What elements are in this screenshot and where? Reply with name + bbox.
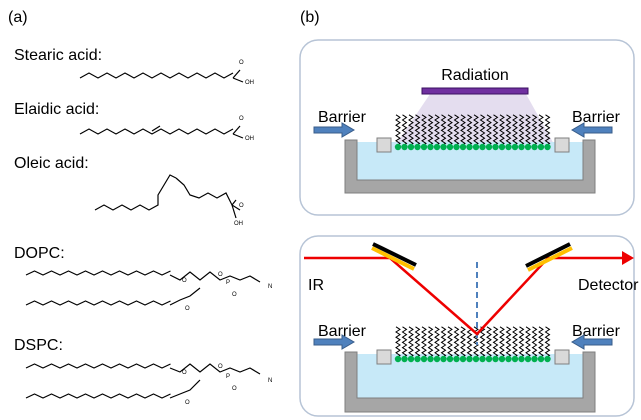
lipid-head: [486, 144, 492, 150]
lipid-head: [486, 356, 492, 362]
radiation-source: [422, 88, 528, 94]
lipid-head: [518, 144, 524, 150]
figure: (a) Stearic acid: Elaidic acid: Oleic ac…: [0, 0, 641, 420]
lipid-head: [414, 356, 420, 362]
lipid-head: [538, 356, 544, 362]
lipid-head: [427, 144, 433, 150]
bond: [95, 175, 176, 210]
bond: [26, 364, 171, 368]
atom-label: O: [218, 364, 223, 370]
lipid-head: [440, 356, 446, 362]
lipid-head: [525, 356, 531, 362]
bond: [233, 134, 243, 138]
panel-label: (b): [300, 9, 320, 26]
atom-label: N: [268, 378, 272, 384]
barrier-block: [377, 138, 391, 152]
lipid-head: [505, 356, 511, 362]
lipid-head: [453, 356, 459, 362]
atom-label: OH: [245, 80, 254, 86]
lipid-head: [447, 144, 453, 150]
molecule-name: DOPC:: [14, 245, 65, 262]
atom-label: OH: [234, 221, 243, 227]
lipid-head: [544, 356, 550, 362]
barrier-label: Barrier: [572, 109, 621, 126]
molecule-name: Elaidic acid:: [14, 101, 99, 118]
lipid-head: [473, 144, 479, 150]
bond: [176, 178, 240, 210]
bond: [170, 288, 200, 305]
lipid-head: [466, 356, 472, 362]
atom-label: O: [182, 278, 187, 284]
lipid-head: [466, 144, 472, 150]
lipid-head: [531, 144, 537, 150]
lipid-head: [499, 356, 505, 362]
atom-label: O: [218, 272, 223, 278]
atom-label: O: [182, 370, 187, 376]
lipid-head: [395, 356, 401, 362]
atom-label: P: [226, 280, 230, 286]
molecule-name: Stearic acid:: [14, 47, 102, 64]
bond: [26, 301, 171, 305]
lipid-head: [453, 144, 459, 150]
lipid-head: [395, 144, 401, 150]
lipid-head: [512, 356, 518, 362]
bond: [26, 271, 171, 275]
lipid-head: [408, 356, 414, 362]
atom-label: O: [185, 400, 190, 406]
lipid-head: [512, 144, 518, 150]
atom-label: O: [239, 116, 244, 122]
lipid-head: [434, 144, 440, 150]
lipid-head: [421, 356, 427, 362]
detector-label: Detector: [578, 277, 639, 294]
lipid-head: [408, 144, 414, 150]
bond: [233, 78, 243, 82]
atom-label: P: [226, 374, 230, 380]
atom-label: O: [185, 306, 190, 312]
atom-label: O: [239, 203, 244, 209]
ir-label: IR: [308, 277, 324, 294]
lipid-head: [525, 144, 531, 150]
atom-label: OH: [245, 136, 254, 142]
lipid-head: [518, 356, 524, 362]
lipid-head: [401, 144, 407, 150]
bond: [170, 380, 200, 398]
bond: [80, 73, 233, 78]
atom-label: N: [268, 284, 272, 290]
barrier-block: [555, 138, 569, 152]
lipid-head: [492, 356, 498, 362]
barrier-block: [555, 350, 569, 364]
lipid-head: [427, 356, 433, 362]
lipid-head: [492, 144, 498, 150]
molecule-name: DSPC:: [14, 337, 63, 354]
lipid-head: [531, 356, 537, 362]
lipid-head: [544, 144, 550, 150]
atom-label: O: [239, 60, 244, 66]
bond: [233, 70, 240, 78]
barrier-block: [377, 350, 391, 364]
lipid-head: [505, 144, 511, 150]
lipid-head: [421, 144, 427, 150]
bond: [233, 126, 240, 134]
radiation-label: Radiation: [441, 67, 509, 84]
bond: [232, 200, 236, 205]
lipid-head: [447, 356, 453, 362]
bond: [26, 394, 171, 398]
lipid-head: [414, 144, 420, 150]
lipid-head: [479, 356, 485, 362]
lipid-head: [473, 356, 479, 362]
atom-label: O: [232, 386, 237, 392]
molecule-name: Oleic acid:: [14, 155, 89, 172]
atom-label: O: [232, 292, 237, 298]
lipid-head: [440, 144, 446, 150]
panel-label: (a): [8, 9, 28, 26]
lipid-head: [434, 356, 440, 362]
lipid-head: [499, 144, 505, 150]
lipid-head: [538, 144, 544, 150]
lipid-head: [460, 356, 466, 362]
lipid-head: [401, 356, 407, 362]
bond: [80, 129, 233, 134]
lipid-head: [479, 144, 485, 150]
lipid-head: [460, 144, 466, 150]
